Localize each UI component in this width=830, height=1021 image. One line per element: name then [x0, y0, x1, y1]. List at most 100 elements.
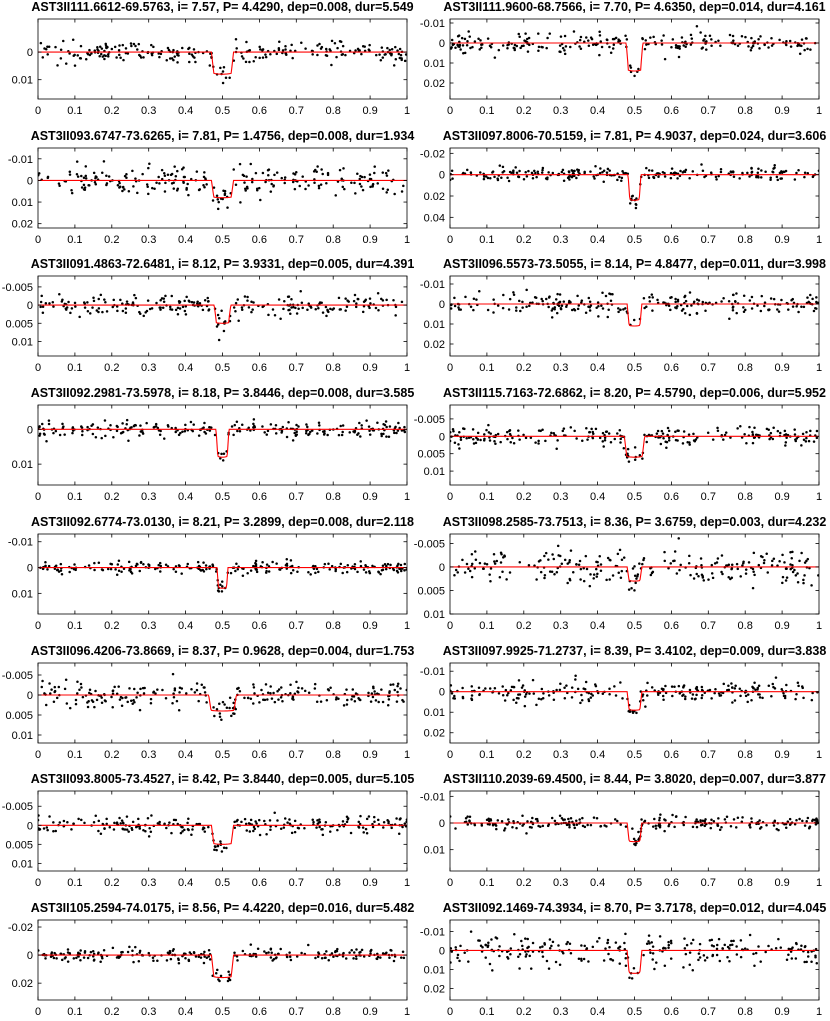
data-point [513, 43, 517, 47]
data-point [169, 305, 172, 309]
data-point [605, 578, 608, 581]
x-tick-label: 0.7 [289, 362, 304, 374]
data-point [507, 818, 510, 821]
data-point [283, 175, 287, 179]
data-point [115, 429, 119, 433]
data-point [584, 554, 588, 558]
data-point [501, 693, 505, 696]
data-point [688, 176, 691, 180]
data-point [483, 433, 486, 436]
data-point [800, 38, 804, 41]
data-point [267, 570, 271, 573]
data-point [744, 568, 748, 571]
data-point [387, 697, 391, 701]
data-point [731, 685, 734, 689]
data-point [252, 418, 256, 421]
data-point [531, 816, 534, 820]
data-point [53, 567, 57, 570]
data-point [128, 568, 131, 572]
data-point [508, 432, 512, 436]
data-point [385, 190, 388, 194]
data-point [185, 188, 188, 191]
data-point [520, 685, 524, 689]
data-point [289, 682, 292, 686]
data-point [490, 938, 493, 941]
x-tick-label: 0 [35, 620, 41, 632]
data-point [325, 698, 329, 701]
model-curve [450, 435, 819, 458]
data-point [134, 177, 137, 180]
data-point [131, 820, 135, 824]
data-point [475, 298, 478, 302]
data-point [453, 441, 457, 445]
data-point [148, 308, 152, 311]
data-point [405, 820, 407, 824]
x-tick-label: 0.6 [664, 620, 679, 632]
data-point [207, 309, 210, 313]
data-point [395, 431, 398, 435]
y-tick-label: 0.01 [12, 197, 33, 209]
data-point [727, 300, 731, 303]
data-point [381, 56, 385, 59]
data-point [605, 430, 609, 433]
y-tick-label: 0 [27, 562, 33, 574]
data-point [162, 300, 166, 304]
data-point [374, 698, 378, 702]
data-point [138, 708, 142, 711]
data-point [398, 47, 402, 51]
data-point [664, 946, 667, 950]
data-point [607, 432, 611, 435]
data-point [38, 828, 42, 831]
data-point [777, 937, 780, 941]
data-point [173, 686, 177, 690]
data-point [560, 562, 564, 565]
data-point [54, 829, 57, 833]
data-point [59, 952, 62, 955]
data-point [758, 819, 761, 822]
data-point [632, 837, 636, 841]
data-point [525, 37, 529, 41]
data-point [80, 685, 83, 689]
data-point [202, 183, 205, 187]
x-tick-label: 1 [816, 877, 822, 889]
data-point [562, 427, 566, 430]
data-point [80, 433, 84, 437]
data-point [617, 571, 620, 574]
x-tick-label: 0.4 [178, 491, 193, 503]
data-point [702, 578, 706, 582]
plot-area [38, 159, 407, 210]
data-point [688, 291, 692, 295]
data-point [187, 958, 190, 962]
data-point [295, 423, 298, 427]
data-point [493, 56, 497, 59]
data-point [284, 44, 287, 48]
y-tick-label: 0 [27, 300, 33, 312]
data-point [315, 699, 319, 703]
data-point [780, 169, 783, 173]
data-point [269, 684, 272, 688]
data-point [673, 171, 677, 174]
data-point [489, 176, 492, 180]
data-point [317, 186, 321, 190]
x-tick-label: 0.7 [289, 877, 304, 889]
x-tick-label: 0.7 [701, 620, 716, 632]
data-point [552, 432, 556, 435]
data-point [313, 682, 317, 685]
data-point [653, 967, 656, 971]
data-point [521, 814, 524, 818]
data-point [202, 175, 206, 178]
data-point [323, 562, 327, 566]
axes-box [37, 147, 408, 229]
data-point [466, 815, 469, 819]
data-point [770, 44, 774, 47]
data-point [648, 296, 651, 299]
data-point [362, 568, 366, 571]
data-point [205, 567, 208, 571]
data-point [609, 51, 613, 54]
data-point [601, 307, 605, 311]
data-point [633, 574, 637, 577]
x-tick-label: 0.5 [627, 234, 642, 246]
data-point [563, 52, 567, 56]
data-point [751, 44, 755, 48]
data-point [590, 427, 593, 431]
